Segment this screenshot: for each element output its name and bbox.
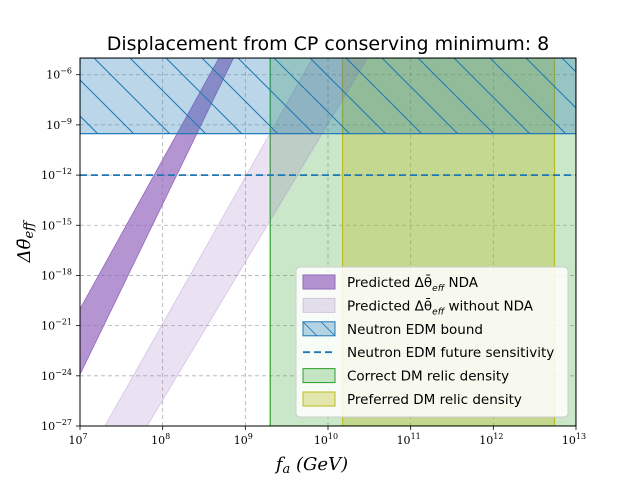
y-axis-label: Δθ̄eff [14,219,37,264]
legend-label: Neutron EDM future sensitivity [347,345,554,361]
legend-label: Preferred DM relic density [347,392,522,408]
y-tick-label: 10−6 [46,67,72,82]
x-tick-label: 1010 [314,432,338,447]
y-tick-label: 10−21 [41,318,72,333]
x-axis-label: fa (GeV) [274,454,348,477]
nda-band [80,58,234,375]
y-tick-label: 10−18 [41,267,72,282]
legend-swatch-band-nda [302,274,336,290]
legend-hatch-line [320,321,336,337]
legend-label: Predicted Δθ̄eff NDA [347,274,479,294]
legend-swatch-band-nonda [302,297,336,313]
legend-label: Predicted Δθ̄eff without NDA [347,297,534,317]
y-tick-label: 10−15 [41,217,72,232]
x-tick-label: 107 [68,432,87,447]
x-tick-label: 1011 [397,432,421,447]
legend: Predicted Δθ̄eff NDA Predicted Δθ̄eff wit… [295,266,569,418]
x-tick-label: 108 [151,432,170,447]
y-tick-label: 10−24 [41,368,72,383]
x-tick-label: 109 [234,432,253,447]
legend-box [295,266,569,418]
without-nda-band [104,58,368,426]
edm-bound-hatch [80,58,576,135]
y-tick-label: 10−9 [46,117,72,132]
legend-swatch-dm-correct [302,368,336,384]
legend-swatch-dm-preferred [302,391,336,407]
legend-label: Correct DM relic density [347,369,509,385]
chart-title: Displacement from CP conserving minimum:… [107,33,550,55]
y-tick-label: 10−27 [41,418,72,433]
y-tick-label: 10−12 [41,167,72,182]
legend-hatch-line [302,321,318,337]
legend-swatch-edm-bound [302,321,336,337]
x-tick-label: 1012 [479,432,503,447]
x-tick-label: 1013 [562,432,586,447]
legend-label: Neutron EDM bound [347,322,483,338]
